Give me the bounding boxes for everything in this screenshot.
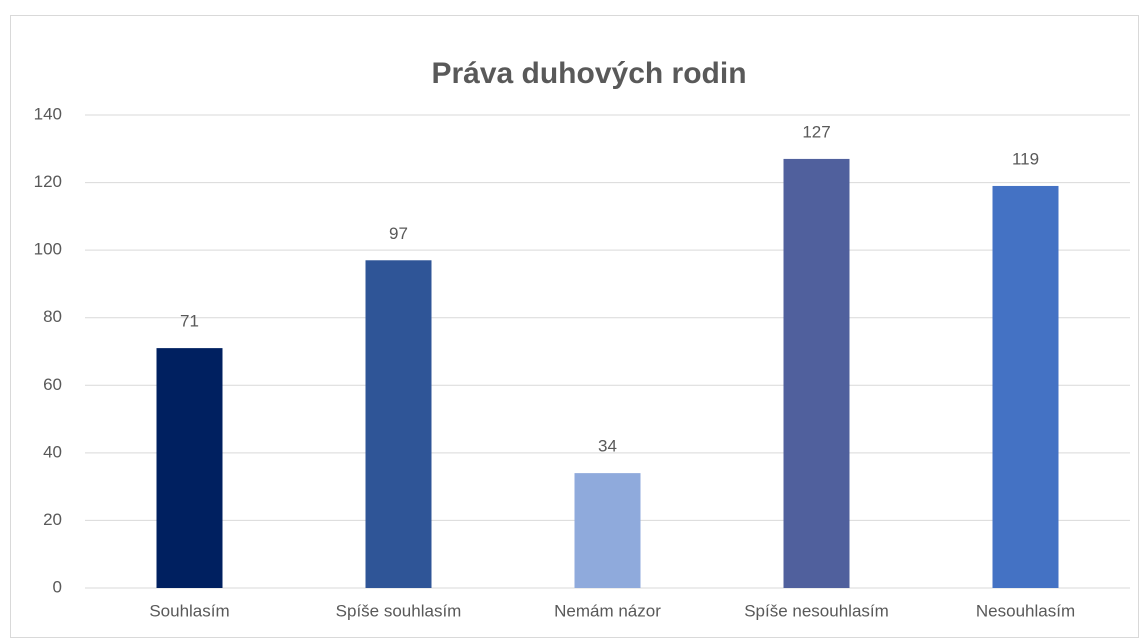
bar: [574, 473, 641, 588]
y-tick-label: 40: [43, 442, 62, 461]
x-tick-label: Spíše souhlasím: [336, 601, 462, 620]
x-tick-label: Spíše nesouhlasím: [744, 601, 889, 620]
bar: [992, 185, 1059, 588]
y-tick-label: 120: [34, 172, 62, 191]
x-tick-label: Souhlasím: [149, 601, 229, 620]
y-tick-label: 100: [34, 240, 62, 259]
data-label: 97: [389, 224, 408, 243]
x-tick-label: Nesouhlasím: [976, 601, 1075, 620]
data-label: 127: [802, 122, 830, 141]
data-label: 34: [598, 437, 617, 456]
y-tick-label: 60: [43, 375, 62, 394]
data-label: 119: [1012, 149, 1039, 168]
bar: [365, 260, 432, 588]
y-tick-label: 0: [53, 577, 62, 596]
x-tick-label: Nemám názor: [554, 601, 661, 620]
bar: [156, 348, 223, 588]
chart-title: Práva duhových rodin: [431, 57, 746, 90]
y-tick-label: 140: [34, 104, 62, 123]
y-tick-label: 20: [43, 510, 62, 529]
y-tick-label: 80: [43, 307, 62, 326]
bar: [783, 158, 850, 588]
data-label: 71: [180, 312, 199, 331]
